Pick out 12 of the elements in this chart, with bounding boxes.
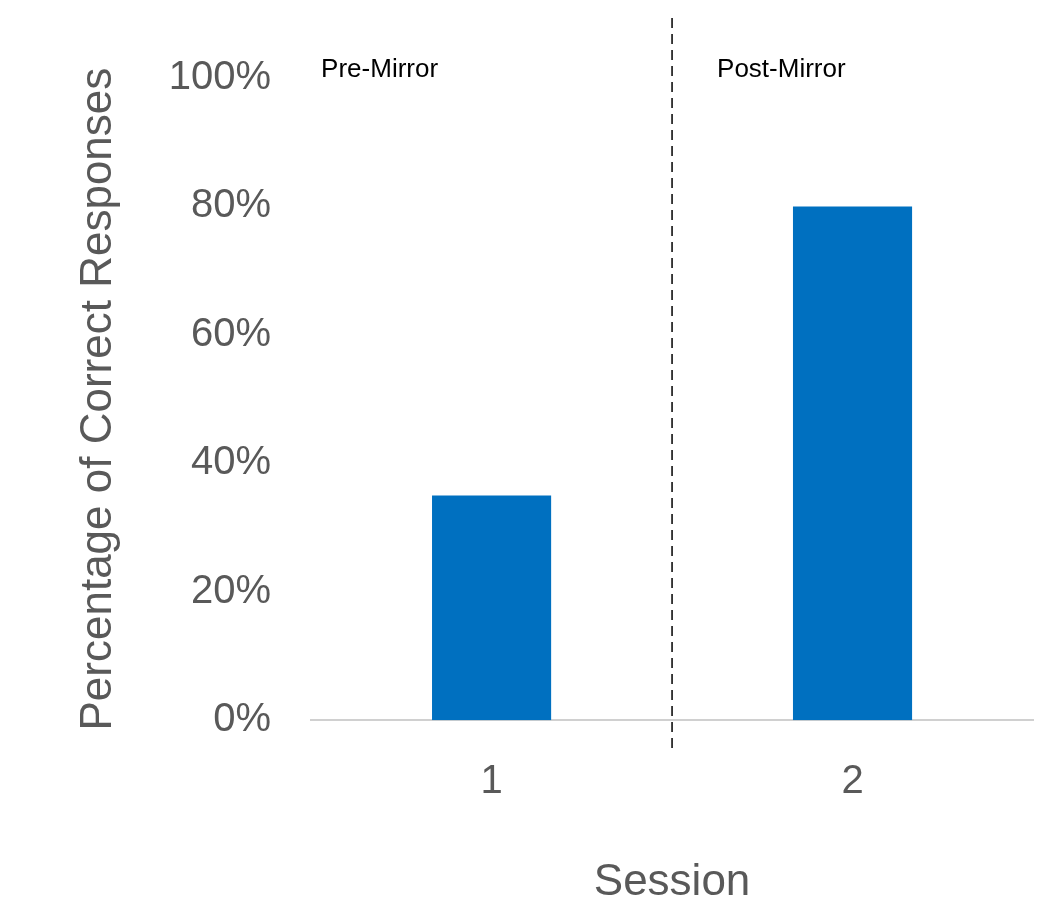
x-axis-title: Session (593, 854, 751, 904)
y-tick-label: 40% (191, 438, 272, 483)
y-tick-label: 60% (191, 309, 272, 354)
y-axis-title: Percentage of Correct Responses (70, 67, 120, 731)
y-tick-label: 80% (191, 181, 272, 226)
annotation: Post-Mirror (717, 53, 846, 84)
x-tick-label: 2 (841, 757, 864, 802)
y-tick-label: 0% (213, 695, 272, 740)
y-tick-label: 20% (191, 566, 272, 611)
x-tick-label: 1 (480, 757, 503, 802)
y-tick-label: 100% (168, 53, 272, 98)
annotation: Pre-Mirror (321, 53, 439, 84)
